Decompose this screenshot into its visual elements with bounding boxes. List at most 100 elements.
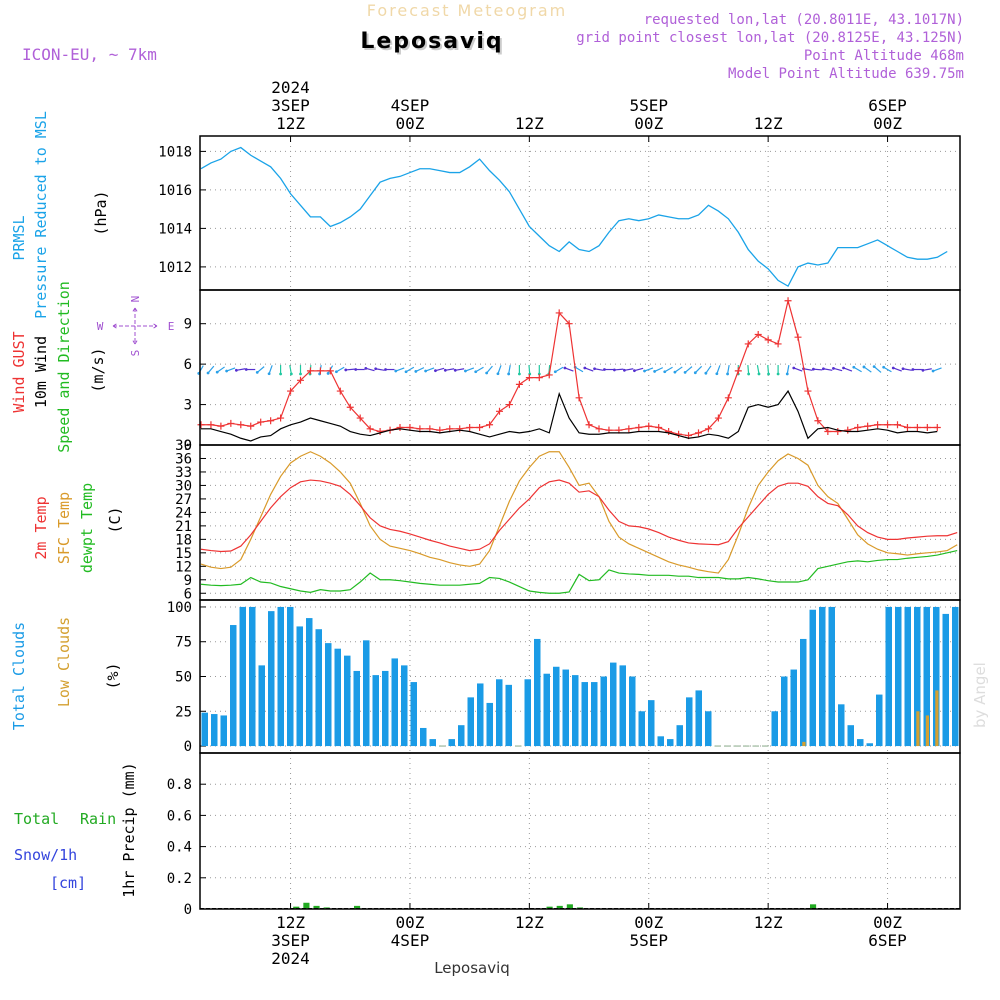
cloud-total-bar — [600, 676, 607, 747]
wind-arrowhead — [394, 369, 398, 373]
wind-arrowhead — [715, 372, 719, 376]
wind-arrow — [584, 367, 594, 372]
wind-arrowhead — [279, 372, 282, 376]
y-tick-label: 50 — [175, 670, 192, 686]
wind-arrowhead — [518, 372, 521, 376]
subtitle: Forecast Meteogram — [367, 1, 567, 20]
wind-arrow — [624, 368, 634, 371]
cloud-total-bar — [847, 725, 854, 747]
wind-arrowhead — [726, 372, 729, 376]
cloud-total-bar — [885, 606, 892, 747]
cloud-unit: (%) — [104, 662, 122, 689]
time-label-top: 12Z — [515, 114, 544, 133]
wind-arrowhead — [496, 372, 500, 376]
wind-arrowhead — [255, 371, 259, 374]
time-label-top: 12Z — [754, 114, 783, 133]
gust-point — [267, 417, 275, 425]
model-label: ICON-EU, ~ 7km — [22, 45, 157, 64]
gust-point — [565, 320, 573, 328]
cloud-low-bar — [916, 711, 920, 747]
temp-unit: (C) — [106, 506, 124, 533]
wind-arrow — [873, 366, 882, 373]
cloud-total-bar — [828, 606, 835, 747]
rain-bar — [303, 902, 310, 909]
gust-point — [635, 423, 643, 431]
wind-arrow — [395, 367, 405, 372]
wind-arrow — [497, 365, 502, 374]
wind-arrowhead — [603, 368, 606, 371]
gust-point — [645, 422, 653, 430]
time-label-bottom: 00Z — [873, 913, 902, 932]
y-tick-label: 9 — [184, 573, 192, 589]
y-tick-label: 3 — [184, 398, 192, 414]
wind-arrowhead — [673, 370, 677, 374]
gust-point — [724, 394, 732, 402]
wind-arrow — [893, 367, 902, 372]
pressure-label: Pressure Reduced to MSL — [32, 111, 50, 319]
wind-arrow — [833, 367, 843, 372]
y-tick-label: 6 — [184, 586, 192, 602]
cloud-low-bar — [935, 690, 939, 747]
time-label-bottom: 4SEP — [391, 931, 430, 950]
gust-point — [207, 421, 215, 429]
wind-arrow — [634, 367, 644, 372]
pressure-label: PRMSL — [10, 215, 28, 260]
time-label-top: 2024 — [271, 78, 310, 97]
wind-arrow — [465, 367, 475, 372]
wind-arrowhead — [921, 368, 925, 372]
rain-bar — [293, 906, 300, 909]
gust-point — [874, 421, 882, 429]
wind-arrow — [756, 364, 760, 375]
gust-point — [257, 418, 265, 426]
gust-point — [535, 374, 543, 382]
gust-point — [665, 428, 673, 436]
wind-arrow — [654, 367, 664, 372]
y-tick-label: 15 — [175, 546, 192, 562]
wind-arrowhead — [911, 368, 915, 371]
y-tick-label: 27 — [175, 492, 192, 508]
wind-arrow — [664, 366, 673, 373]
wind-arrowhead — [434, 369, 437, 373]
y-tick-label: 24 — [175, 505, 192, 521]
gust-point — [625, 425, 633, 433]
time-label-bottom: 00Z — [634, 913, 663, 932]
cloud-total-bar — [857, 739, 864, 747]
cloud-total-bar — [942, 613, 949, 747]
time-label-top: 3SEP — [271, 96, 310, 115]
wind-arrowhead — [404, 370, 408, 374]
wind-arrow — [644, 367, 654, 372]
wind-arrow — [268, 365, 273, 374]
gust-point — [854, 423, 862, 431]
cloud-total-bar — [277, 606, 284, 747]
gust-point — [744, 340, 752, 348]
cloud-total-bar — [581, 682, 588, 747]
compass-e: E — [168, 320, 175, 333]
model-altitude: Model Point Altitude 639.75m — [728, 66, 964, 82]
wind-arrow — [365, 367, 375, 372]
gust-point — [476, 423, 484, 431]
wind-arrowhead — [653, 370, 657, 373]
wind-arrowhead — [891, 366, 895, 370]
gust-point — [774, 340, 782, 348]
direction-label: Speed and Direction — [55, 281, 73, 453]
wind-arrow — [614, 368, 624, 371]
wind-arrowhead — [593, 367, 596, 371]
wind-arrowhead — [326, 372, 330, 375]
cloud-total-bar — [353, 670, 360, 747]
compass-rose — [112, 307, 158, 345]
wind-arrow — [684, 366, 693, 373]
wind-arrow — [747, 364, 750, 375]
point-altitude: Point Altitude 468m — [804, 48, 964, 64]
wind-arrow — [574, 366, 584, 373]
rain-bar — [546, 906, 553, 909]
gust-point — [913, 423, 921, 431]
wind-arrow — [435, 367, 445, 372]
rain-total-label: Total — [14, 810, 59, 828]
cloud-total-bar — [486, 702, 493, 747]
y-tick-label: 0.8 — [167, 777, 192, 793]
wind-arrow — [486, 365, 493, 374]
rain-bar — [354, 905, 361, 909]
pressure-unit: (hPa) — [92, 190, 110, 235]
wind-arrowhead — [364, 366, 368, 370]
